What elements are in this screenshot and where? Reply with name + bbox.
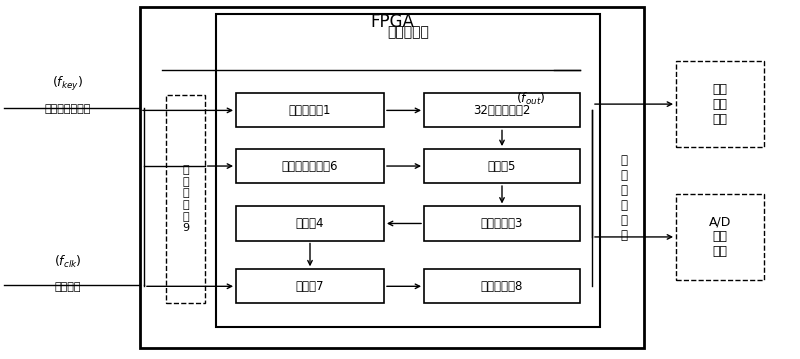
Bar bbox=[424, 206, 580, 241]
Text: 纠错器4: 纠错器4 bbox=[296, 217, 324, 230]
Text: 键相倍频器: 键相倍频器 bbox=[387, 25, 429, 39]
Bar bbox=[216, 14, 600, 327]
Text: $( f_{key} )$: $( f_{key} )$ bbox=[53, 75, 83, 93]
Text: 除法器5: 除法器5 bbox=[488, 159, 516, 173]
Bar bbox=[236, 206, 384, 241]
Text: 减法计数器8: 减法计数器8 bbox=[481, 280, 523, 293]
Text: $( f_{out} )$: $( f_{out} )$ bbox=[516, 91, 546, 107]
Text: 32位加法计数2: 32位加法计数2 bbox=[474, 104, 530, 117]
Bar bbox=[140, 7, 644, 348]
Bar bbox=[236, 269, 384, 303]
Bar bbox=[236, 93, 384, 127]
Text: FPGA: FPGA bbox=[370, 13, 414, 31]
Bar bbox=[424, 269, 580, 303]
Text: A/D
控制
模块: A/D 控制 模块 bbox=[709, 215, 731, 258]
Text: 配
置
寄
存
器
9: 配 置 寄 存 器 9 bbox=[182, 165, 189, 233]
Text: $( f_{clk} )$: $( f_{clk} )$ bbox=[54, 254, 82, 270]
Bar bbox=[166, 95, 205, 303]
Text: 转速
输出
模块: 转速 输出 模块 bbox=[713, 83, 727, 126]
Bar bbox=[424, 93, 580, 127]
Bar bbox=[236, 149, 384, 183]
Text: 调理后键相信号: 调理后键相信号 bbox=[45, 104, 91, 115]
Text: 键相倍数存放器6: 键相倍数存放器6 bbox=[282, 159, 338, 173]
Text: 方波处理器1: 方波处理器1 bbox=[289, 104, 331, 117]
Bar bbox=[676, 194, 764, 280]
Text: 倍
频
信
号
输
出: 倍 频 信 号 输 出 bbox=[621, 154, 627, 242]
Text: 时钟信号: 时钟信号 bbox=[54, 282, 82, 292]
Bar bbox=[424, 149, 580, 183]
Text: 线性预测器3: 线性预测器3 bbox=[481, 217, 523, 230]
Bar bbox=[676, 61, 764, 147]
Text: 锁存器7: 锁存器7 bbox=[296, 280, 324, 293]
